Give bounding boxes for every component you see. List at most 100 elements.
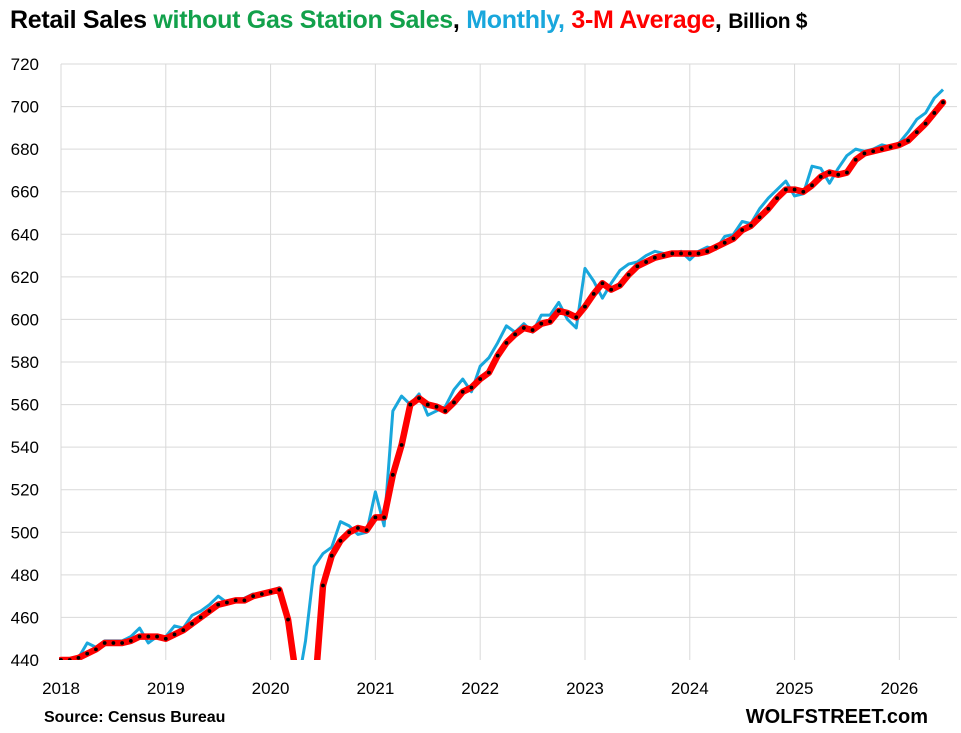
average-point bbox=[198, 615, 203, 620]
x-tick-label: 2021 bbox=[356, 679, 394, 698]
average-point bbox=[67, 658, 72, 660]
y-tick-label: 680 bbox=[11, 140, 39, 159]
average-point bbox=[312, 696, 316, 700]
average-point bbox=[181, 628, 186, 633]
y-tick-label: 580 bbox=[11, 353, 39, 372]
chart-title: Retail Sales without Gas Station Sales, … bbox=[10, 6, 807, 35]
y-tick-label: 640 bbox=[11, 225, 39, 244]
average-point bbox=[836, 172, 841, 177]
average-point bbox=[277, 587, 282, 592]
average-point bbox=[146, 634, 151, 639]
average-point bbox=[216, 602, 221, 607]
average-point bbox=[338, 538, 343, 543]
y-tick-label: 540 bbox=[11, 438, 39, 457]
average-point bbox=[705, 249, 710, 254]
average-point bbox=[373, 515, 378, 520]
average-point bbox=[556, 309, 561, 313]
average-point bbox=[600, 281, 605, 286]
average-point bbox=[731, 236, 736, 241]
average-point bbox=[513, 332, 518, 337]
average-point bbox=[478, 377, 483, 381]
y-tick-label: 500 bbox=[11, 523, 39, 542]
average-point bbox=[155, 634, 159, 639]
average-point bbox=[452, 400, 456, 405]
average-point bbox=[897, 142, 902, 147]
average-point bbox=[775, 196, 780, 201]
average-point bbox=[111, 641, 116, 645]
average-point bbox=[871, 149, 876, 154]
average-point bbox=[85, 651, 90, 656]
title-part-unit: Billion $ bbox=[728, 10, 808, 33]
x-tick-label: 2026 bbox=[880, 679, 918, 698]
average-point bbox=[792, 187, 797, 192]
average-point bbox=[888, 145, 893, 149]
average-point bbox=[521, 326, 526, 330]
average-point bbox=[757, 215, 762, 220]
y-tick-label: 480 bbox=[11, 566, 39, 585]
average-point bbox=[749, 223, 753, 228]
average-point bbox=[810, 183, 814, 188]
average-point bbox=[460, 389, 465, 394]
x-tick-label: 2025 bbox=[776, 679, 814, 698]
average-point bbox=[259, 592, 264, 596]
average-point bbox=[923, 121, 928, 126]
average-point bbox=[932, 111, 937, 115]
average-point bbox=[382, 515, 387, 520]
x-tick-label: 2022 bbox=[461, 679, 499, 698]
average-point bbox=[565, 311, 570, 315]
average-point bbox=[548, 319, 552, 324]
y-tick-label: 560 bbox=[11, 396, 39, 415]
average-point bbox=[635, 264, 640, 269]
average-point bbox=[687, 251, 692, 256]
average-point bbox=[574, 315, 579, 320]
average-point bbox=[862, 151, 867, 156]
source-label: Source: Census Bureau bbox=[44, 709, 226, 726]
title-part-without-gas: without Gas Station Sales bbox=[153, 6, 453, 34]
average-point bbox=[495, 353, 500, 358]
average-point bbox=[59, 658, 63, 660]
average-point bbox=[827, 170, 832, 175]
average-point bbox=[626, 272, 631, 277]
x-tick-label: 2020 bbox=[252, 679, 290, 698]
average-point bbox=[408, 402, 413, 407]
average-point bbox=[853, 157, 858, 162]
y-tick-label: 520 bbox=[11, 481, 39, 500]
average-point bbox=[295, 679, 299, 683]
average-point bbox=[425, 402, 430, 407]
average-point bbox=[347, 530, 352, 535]
average-point bbox=[818, 174, 823, 179]
title-separator: , bbox=[452, 6, 467, 34]
average-point bbox=[321, 583, 325, 588]
average-point bbox=[225, 600, 229, 605]
average-point bbox=[233, 598, 238, 603]
average-point bbox=[364, 528, 369, 533]
y-tick-label: 700 bbox=[11, 98, 39, 117]
average-point bbox=[172, 632, 177, 637]
title-part-3m-average: 3-M Average bbox=[571, 6, 715, 34]
series-line-monthly bbox=[61, 88, 945, 660]
average-point bbox=[583, 304, 587, 309]
title-part-retail-sales: Retail Sales bbox=[10, 6, 154, 34]
average-point bbox=[207, 609, 212, 613]
average-point bbox=[914, 130, 919, 135]
average-point bbox=[670, 251, 675, 256]
y-tick-label: 620 bbox=[11, 268, 39, 287]
average-point bbox=[906, 138, 910, 143]
average-point bbox=[120, 641, 125, 645]
average-point bbox=[251, 594, 256, 599]
average-point bbox=[879, 147, 884, 152]
average-point bbox=[740, 228, 745, 232]
x-tick-label: 2024 bbox=[671, 679, 709, 698]
average-point bbox=[399, 443, 404, 447]
axis-layer: 440 460 480 500 520 540 560 580 600 620 640 660 680 7… bbox=[11, 55, 919, 698]
average-point bbox=[128, 638, 133, 643]
average-point bbox=[941, 100, 945, 105]
average-point bbox=[618, 283, 622, 288]
average-point bbox=[714, 245, 718, 249]
average-point bbox=[652, 255, 657, 260]
average-point bbox=[539, 321, 544, 326]
average-point bbox=[679, 251, 683, 256]
average-point bbox=[469, 385, 474, 390]
average-point bbox=[801, 189, 806, 194]
